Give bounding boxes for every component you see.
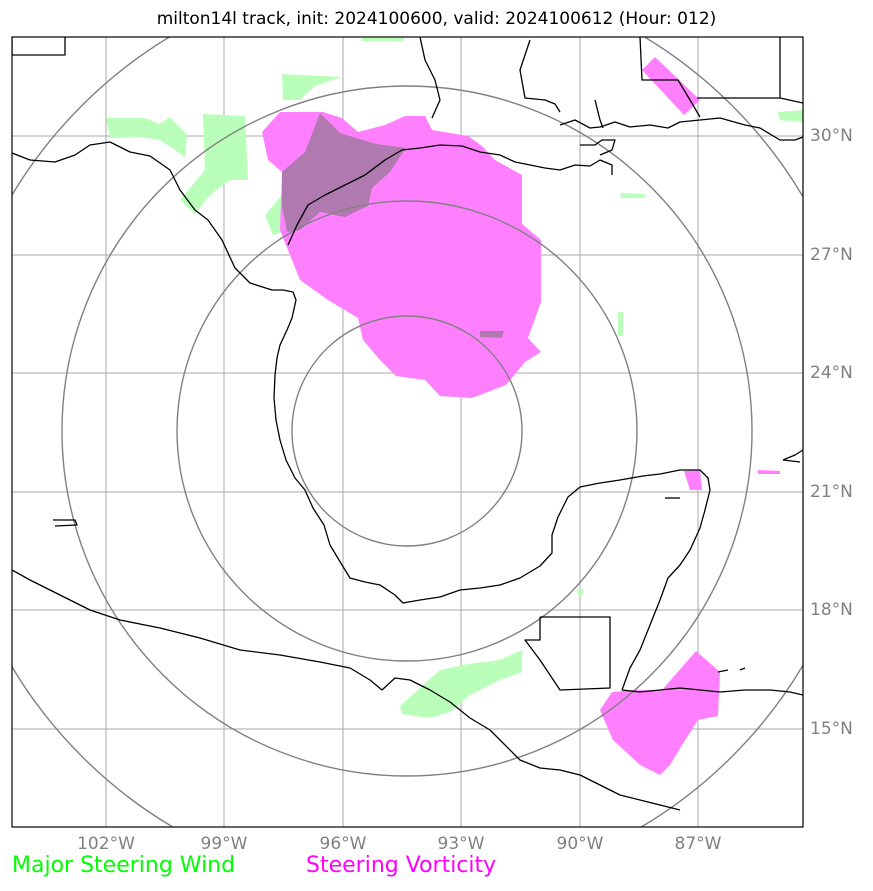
range-ring-2 [176,200,638,662]
state-border-fl [697,37,781,99]
vorticity-area [684,470,702,490]
lon-label-90w: 90°W [556,834,604,854]
tampico-coast [273,374,711,691]
cuba-coast [782,449,803,461]
wind-area [180,114,248,214]
wind-area [400,650,522,718]
range-ring-3 [61,85,753,777]
state-border-ga [639,37,701,118]
lat-label-24n: 24°N [810,363,853,383]
lon-label-93w: 93°W [437,834,485,854]
island-4 [739,667,746,671]
lon-label-87w: 87°W [674,834,722,854]
lat-label-27n: 27°N [810,245,853,265]
lon-label-102w: 102°W [77,834,135,854]
wind-area [282,74,342,100]
louisiana-coast [559,117,803,141]
lat-label-15n: 15°N [810,719,853,739]
lon-label-96w: 96°W [319,834,367,854]
lat-label-18n: 18°N [810,600,853,620]
state-border-al-fl [594,99,604,129]
vorticity-area [758,470,780,474]
central-america-border [524,616,611,691]
wind-area [618,312,623,336]
overlap-area [480,331,504,338]
state-border-la [419,37,441,119]
map-title: milton14l track, init: 2024100600, valid… [156,9,717,29]
mississippi-delta [580,139,616,156]
state-border-ms-al [519,39,561,113]
island-1 [53,519,78,527]
island-3 [717,669,729,673]
us-gulf-coast [12,141,297,376]
cuba-coast-2 [782,459,801,463]
wind-area [778,110,803,122]
us-mexico-border [12,37,66,56]
lat-label-21n: 21°N [810,482,853,502]
coastlines-borders [12,37,803,811]
range-ring-1 [291,315,523,547]
texas-coast [287,144,613,246]
wind-area [106,117,187,157]
wind-area [620,193,645,198]
lat-label-30n: 30°N [810,126,853,146]
lon-label-99w: 99°W [200,834,248,854]
pacific-coast-mexico [12,569,681,811]
florida-west-coast [779,97,803,104]
honduras-coast [621,687,803,696]
vorticity-area [600,651,720,775]
map-frame [11,36,804,828]
wind-area [362,38,404,41]
legend-steering-vorticity: Steering Vorticity [306,853,497,878]
legend-steering-wind: Major Steering Wind [12,853,236,878]
wind-area [577,589,584,596]
vorticity-area [642,57,700,115]
